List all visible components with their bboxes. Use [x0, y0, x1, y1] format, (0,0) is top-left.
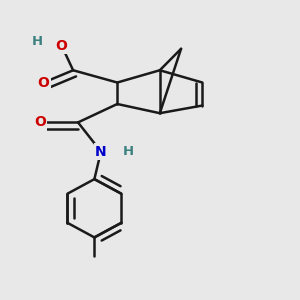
Text: O: O — [34, 116, 46, 129]
Text: H: H — [123, 145, 134, 158]
Text: O: O — [56, 39, 68, 53]
Text: H: H — [32, 34, 43, 48]
Text: N: N — [95, 145, 107, 158]
Text: O: O — [38, 76, 50, 89]
